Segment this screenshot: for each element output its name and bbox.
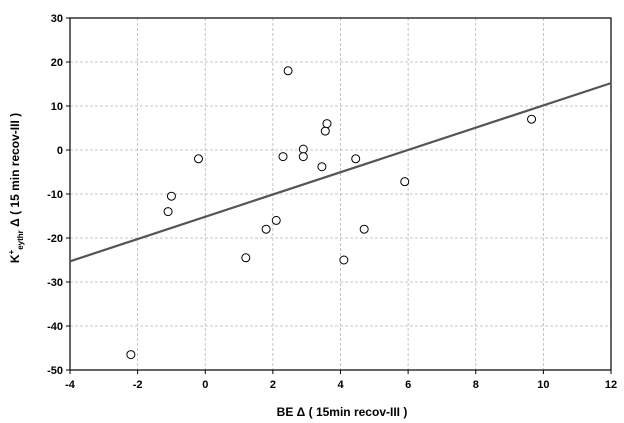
y-label-sup: + bbox=[7, 249, 16, 254]
x-tick-label: 6 bbox=[405, 379, 411, 391]
y-tick-label: 20 bbox=[51, 57, 63, 69]
y-axis-label: K+eythr Δ ( 15 min recov-III ) bbox=[7, 113, 25, 263]
x-axis-ticks: -4 -2 0 2 4 6 8 10 12 bbox=[65, 370, 617, 391]
data-point bbox=[317, 162, 327, 172]
data-point bbox=[322, 119, 332, 129]
data-point bbox=[351, 154, 361, 164]
x-tick-label: 2 bbox=[270, 379, 276, 391]
data-points bbox=[126, 66, 537, 360]
y-axis-ticks: 30 20 10 0 -10 -20 -30 -40 -50 bbox=[47, 13, 70, 377]
x-tick-label: -4 bbox=[65, 379, 76, 391]
y-tick-label: -20 bbox=[47, 233, 63, 245]
x-tick-label: -2 bbox=[133, 379, 143, 391]
data-point bbox=[278, 152, 288, 162]
data-point bbox=[261, 224, 271, 234]
data-point bbox=[320, 126, 330, 136]
regression-line bbox=[69, 82, 612, 263]
x-tick-label: 10 bbox=[537, 379, 549, 391]
y-label-sub: eythr bbox=[16, 230, 25, 250]
data-point bbox=[271, 215, 281, 225]
y-tick-label: -40 bbox=[47, 321, 63, 333]
data-point bbox=[283, 66, 293, 76]
y-tick-label: -10 bbox=[47, 189, 63, 201]
data-point bbox=[527, 114, 537, 124]
y-tick-label: 10 bbox=[51, 101, 63, 113]
x-axis-label: BE Δ ( 15min recov-III ) bbox=[277, 405, 408, 419]
y-label-prefix: K bbox=[8, 254, 22, 263]
data-point bbox=[339, 255, 349, 265]
y-tick-label: -30 bbox=[47, 277, 63, 289]
y-tick-label: -50 bbox=[47, 365, 63, 377]
data-point bbox=[166, 191, 176, 201]
y-tick-label: 30 bbox=[51, 13, 63, 25]
y-label-rest: Δ ( 15 min recov-III ) bbox=[8, 113, 22, 230]
data-point bbox=[193, 154, 203, 164]
data-point bbox=[163, 207, 173, 217]
data-point bbox=[298, 144, 308, 154]
data-point bbox=[298, 152, 308, 162]
x-tick-label: 4 bbox=[337, 379, 344, 391]
data-point bbox=[126, 350, 136, 360]
x-tick-label: 8 bbox=[473, 379, 479, 391]
data-point bbox=[359, 224, 369, 234]
x-tick-label: 0 bbox=[202, 379, 208, 391]
y-tick-label: 0 bbox=[57, 145, 63, 157]
x-tick-label: 12 bbox=[605, 379, 617, 391]
grid-lines bbox=[70, 18, 611, 370]
data-point bbox=[241, 253, 251, 263]
data-point bbox=[400, 177, 410, 187]
